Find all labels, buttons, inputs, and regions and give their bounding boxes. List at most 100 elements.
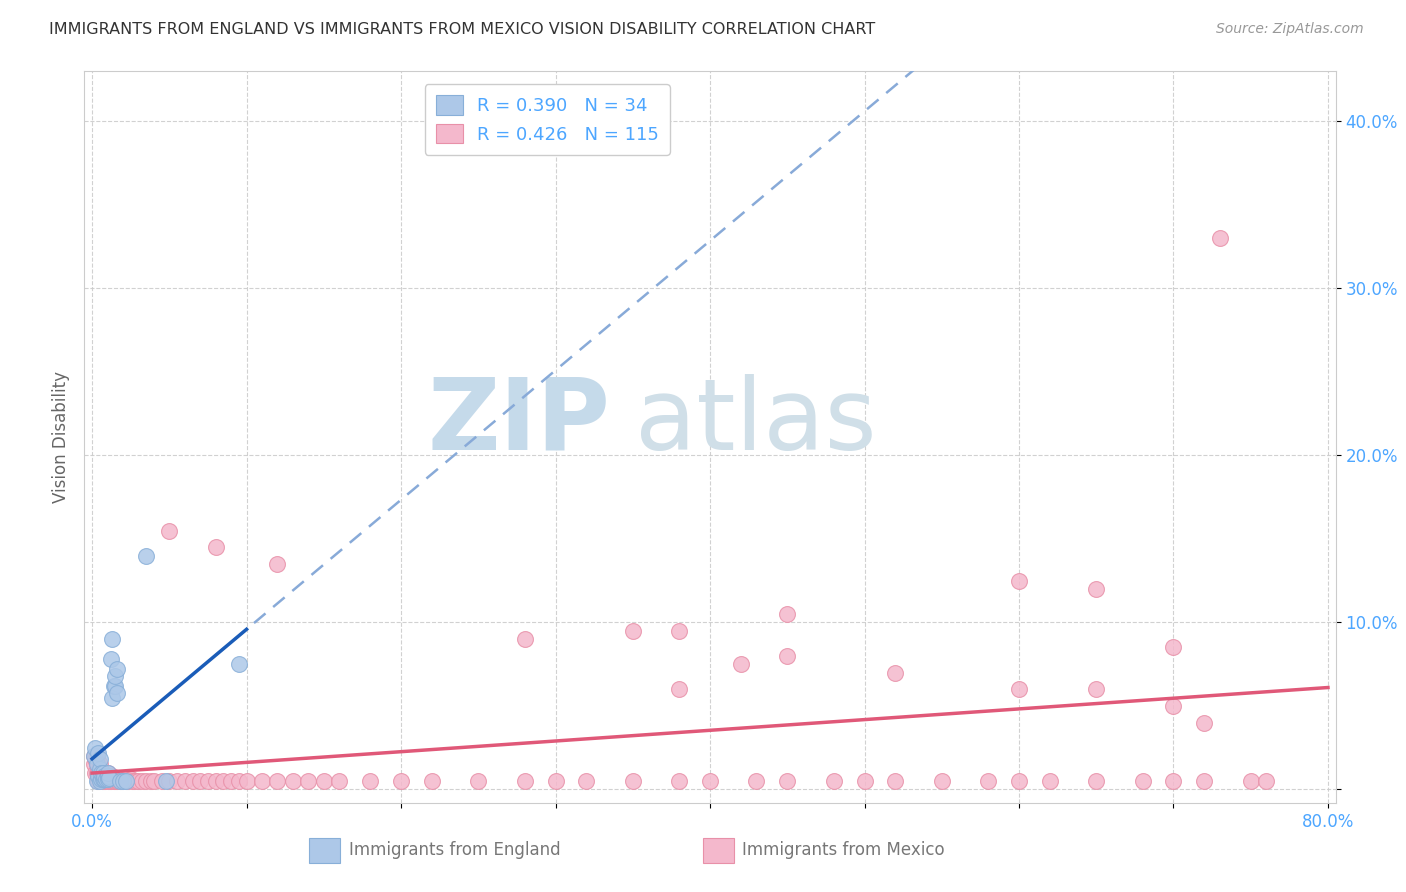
Point bbox=[108, 774, 131, 789]
Point bbox=[86, 765, 108, 780]
Point bbox=[1163, 640, 1185, 655]
Point bbox=[1163, 698, 1185, 713]
Point bbox=[228, 774, 250, 789]
Point bbox=[1194, 774, 1216, 789]
Point bbox=[105, 685, 128, 699]
Point bbox=[328, 774, 350, 789]
Point bbox=[1039, 774, 1062, 789]
Point bbox=[98, 771, 121, 785]
Point bbox=[84, 740, 107, 755]
Point bbox=[730, 657, 752, 672]
Point bbox=[1256, 774, 1278, 789]
Point bbox=[87, 757, 110, 772]
Point bbox=[90, 772, 112, 787]
Point bbox=[100, 774, 122, 789]
Point bbox=[89, 769, 111, 783]
Point bbox=[101, 774, 124, 789]
Point bbox=[86, 757, 108, 772]
Point bbox=[1085, 682, 1108, 697]
Text: Source: ZipAtlas.com: Source: ZipAtlas.com bbox=[1216, 22, 1364, 37]
Point bbox=[157, 774, 180, 789]
Point bbox=[121, 774, 143, 789]
Point bbox=[84, 752, 107, 766]
Point bbox=[96, 765, 118, 780]
Point bbox=[1240, 774, 1263, 789]
Point bbox=[204, 774, 226, 789]
Point bbox=[181, 774, 204, 789]
Point bbox=[776, 774, 799, 789]
Point bbox=[281, 774, 304, 789]
Point bbox=[297, 774, 319, 789]
Point bbox=[105, 774, 128, 789]
Point bbox=[776, 648, 799, 663]
Point bbox=[668, 682, 690, 697]
Point bbox=[359, 774, 381, 789]
Point bbox=[90, 769, 112, 783]
Text: ZIP: ZIP bbox=[427, 374, 610, 471]
Point bbox=[86, 749, 108, 764]
Point bbox=[219, 774, 242, 789]
Point bbox=[117, 774, 139, 789]
Point bbox=[135, 549, 157, 563]
Point bbox=[96, 772, 118, 787]
Point bbox=[100, 769, 122, 783]
Point bbox=[853, 774, 876, 789]
Point bbox=[135, 774, 157, 789]
Point bbox=[1132, 774, 1154, 789]
Point bbox=[884, 774, 907, 789]
Point bbox=[101, 769, 124, 783]
Point bbox=[312, 774, 335, 789]
Point bbox=[93, 769, 115, 783]
Point bbox=[91, 765, 114, 780]
Point bbox=[89, 774, 111, 789]
Point bbox=[1085, 582, 1108, 596]
Point bbox=[1008, 682, 1031, 697]
Point bbox=[108, 774, 131, 789]
Point bbox=[107, 774, 129, 789]
Point bbox=[621, 624, 644, 638]
Point bbox=[111, 774, 134, 789]
Point bbox=[89, 774, 111, 789]
Point bbox=[513, 774, 536, 789]
Point bbox=[83, 757, 105, 772]
Point bbox=[86, 757, 108, 772]
Point bbox=[544, 774, 567, 789]
Point bbox=[89, 752, 111, 766]
Point bbox=[93, 774, 115, 789]
Point bbox=[124, 774, 146, 789]
Point bbox=[104, 774, 127, 789]
Text: Immigrants from Mexico: Immigrants from Mexico bbox=[742, 841, 945, 859]
Point bbox=[96, 765, 118, 780]
Point bbox=[150, 774, 173, 789]
Point bbox=[94, 774, 117, 789]
Point bbox=[89, 765, 111, 780]
Point bbox=[699, 774, 721, 789]
Point bbox=[91, 772, 114, 787]
Point bbox=[131, 774, 153, 789]
Point bbox=[745, 774, 768, 789]
Point bbox=[575, 774, 598, 789]
Point bbox=[115, 774, 138, 789]
Point bbox=[101, 690, 124, 705]
Point bbox=[104, 679, 127, 693]
Text: IMMIGRANTS FROM ENGLAND VS IMMIGRANTS FROM MEXICO VISION DISABILITY CORRELATION : IMMIGRANTS FROM ENGLAND VS IMMIGRANTS FR… bbox=[49, 22, 876, 37]
Point bbox=[90, 765, 112, 780]
Point bbox=[104, 669, 127, 683]
Point bbox=[96, 772, 118, 787]
Point bbox=[157, 524, 180, 538]
Point bbox=[884, 665, 907, 680]
Point bbox=[90, 765, 112, 780]
Point bbox=[266, 557, 288, 571]
Point bbox=[420, 774, 443, 789]
Point bbox=[931, 774, 953, 789]
Point bbox=[94, 772, 117, 787]
Point bbox=[188, 774, 211, 789]
Point bbox=[266, 774, 288, 789]
Point bbox=[96, 774, 118, 789]
Point bbox=[235, 774, 257, 789]
Point bbox=[1008, 774, 1031, 789]
Point bbox=[89, 763, 111, 777]
Point bbox=[103, 774, 125, 789]
Point bbox=[87, 765, 110, 780]
Point bbox=[111, 774, 134, 789]
